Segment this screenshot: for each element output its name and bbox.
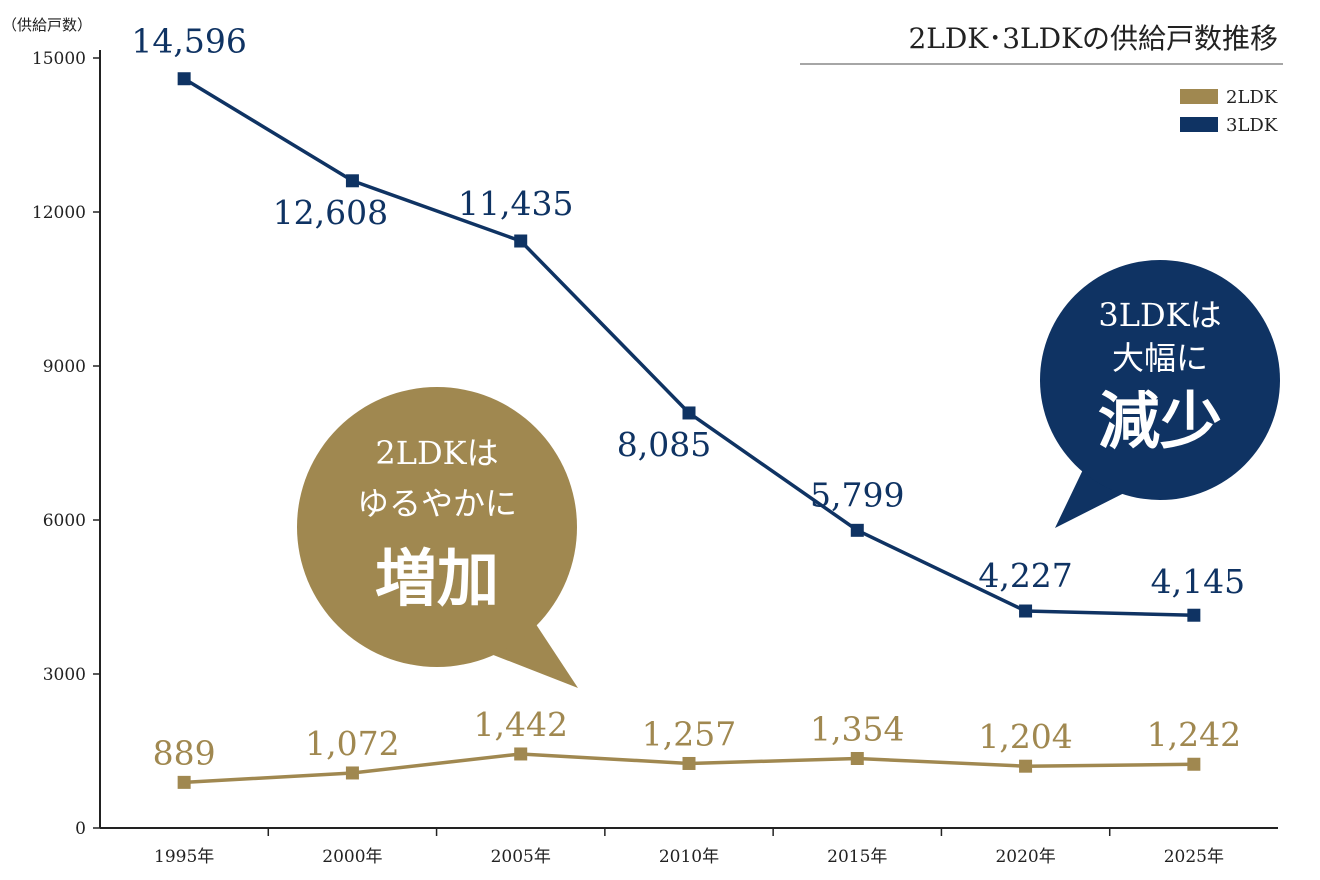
data-label-2ldk: 1,204 (978, 717, 1072, 756)
callout-emphasis: 減少 (1098, 384, 1222, 457)
data-point-2ldk (1187, 757, 1201, 771)
data-label-2ldk: 1,257 (642, 714, 736, 753)
legend-swatch-3ldk (1180, 117, 1218, 132)
x-tick-label: 2010年 (659, 847, 719, 867)
data-point-3ldk (1019, 604, 1033, 618)
data-point-2ldk (514, 747, 528, 761)
series-3ldk: 14,596 12,608 11,435 8,085 5,799 4,227 4,145 (131, 22, 1245, 622)
data-point-3ldk (345, 174, 359, 188)
data-point-2ldk (850, 751, 864, 765)
x-tick-label: 2000年 (322, 847, 382, 867)
data-point-3ldk (177, 72, 191, 86)
y-tick-label: 12000 (32, 203, 86, 223)
callout-circle (1040, 260, 1280, 500)
callout-line1: 2LDKは (375, 434, 498, 472)
y-tick-label: 6000 (43, 511, 86, 531)
data-label-2ldk: 1,242 (1147, 715, 1241, 754)
x-tick-label: 2020年 (995, 847, 1055, 867)
data-label-3ldk: 4,227 (978, 556, 1072, 595)
x-tick-label: 2025年 (1164, 847, 1224, 867)
data-label-3ldk: 14,596 (131, 22, 246, 61)
y-tick-label: 0 (75, 819, 86, 839)
data-label-3ldk: 12,608 (273, 193, 388, 232)
data-point-2ldk (1019, 759, 1033, 773)
data-point-3ldk (1187, 608, 1201, 622)
axes: 0 3000 6000 9000 12000 15000 1995年 2000年 2005年 20… (32, 49, 1278, 867)
data-label-3ldk: 11,435 (458, 184, 573, 223)
callout-line1: 3LDKは (1098, 296, 1221, 334)
data-point-3ldk (682, 406, 696, 420)
legend-swatch-2ldk (1180, 89, 1218, 104)
x-tick-label: 1995年 (154, 847, 214, 867)
callout-line2: ゆるやかに (357, 484, 517, 522)
data-point-3ldk (850, 523, 864, 537)
data-label-2ldk: 1,354 (810, 709, 904, 748)
chart-title: 2LDK･3LDKの供給戸数推移 (908, 22, 1278, 55)
callout-circle (297, 387, 577, 667)
callout-line2: 大幅に (1112, 339, 1208, 377)
callout-emphasis: 増加 (375, 542, 499, 615)
data-point-2ldk (682, 756, 696, 770)
data-label-3ldk: 5,799 (810, 475, 904, 514)
legend-label-2ldk: 2LDK (1226, 87, 1278, 108)
y-tick-label: 15000 (32, 49, 86, 69)
data-label-3ldk: 4,145 (1151, 562, 1245, 601)
data-label-2ldk: 1,442 (473, 705, 567, 744)
legend: 2LDK 3LDK (1180, 87, 1278, 136)
series-layer: 889 1,072 1,442 1,257 1,354 1,204 1,24214,5961… (131, 22, 1245, 789)
data-point-3ldk (514, 234, 528, 248)
y-axis-unit-label: （供給戸数） (2, 16, 92, 34)
data-point-2ldk (345, 766, 359, 780)
data-label-3ldk: 8,085 (617, 425, 711, 464)
y-tick-label: 9000 (43, 357, 86, 377)
series-2ldk: 889 1,072 1,442 1,257 1,354 1,204 1,242 (153, 705, 1241, 789)
y-tick-label: 3000 (43, 665, 86, 685)
data-label-2ldk: 1,072 (305, 724, 399, 763)
x-tick-label: 2015年 (827, 847, 887, 867)
data-point-2ldk (177, 775, 191, 789)
x-tick-label: 2005年 (491, 847, 551, 867)
data-label-2ldk: 889 (153, 733, 216, 772)
legend-label-3ldk: 3LDK (1226, 115, 1278, 136)
